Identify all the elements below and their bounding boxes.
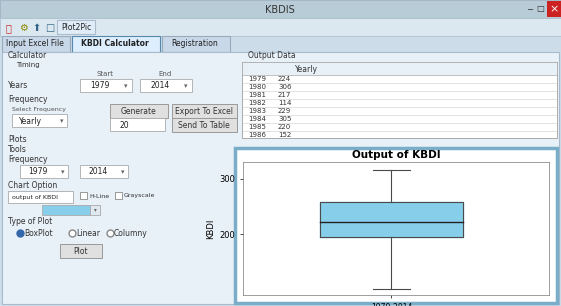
Text: 1984: 1984 <box>248 116 266 122</box>
Text: Start: Start <box>96 71 113 77</box>
Text: Plot2Pic: Plot2Pic <box>61 23 91 32</box>
Text: Grayscale: Grayscale <box>124 193 155 199</box>
Text: 1979: 1979 <box>248 76 266 82</box>
Text: ▾: ▾ <box>124 83 128 89</box>
Bar <box>80 79 132 92</box>
Text: Export To Excel: Export To Excel <box>175 106 233 115</box>
Text: Tools: Tools <box>8 145 27 155</box>
Text: 229: 229 <box>278 108 291 114</box>
Text: KBDIS: KBDIS <box>265 5 295 15</box>
Bar <box>72 36 160 52</box>
Bar <box>2 52 559 304</box>
Bar <box>140 79 192 92</box>
Text: Type of Plot: Type of Plot <box>8 218 52 226</box>
Text: 1982: 1982 <box>248 100 266 106</box>
Text: 305: 305 <box>278 116 291 122</box>
Text: Send To Table: Send To Table <box>178 121 230 129</box>
Text: Timing: Timing <box>16 62 40 68</box>
Text: ▾: ▾ <box>121 169 125 175</box>
Text: Frequency: Frequency <box>8 155 48 165</box>
Text: ×: × <box>549 4 559 14</box>
Bar <box>20 165 68 178</box>
Text: End: End <box>158 71 172 77</box>
Text: 224: 224 <box>278 76 291 82</box>
Bar <box>115 192 122 199</box>
Text: ▾: ▾ <box>61 169 65 175</box>
Text: 2014: 2014 <box>150 81 169 91</box>
Text: 1980: 1980 <box>248 84 266 90</box>
Text: Input Excel File: Input Excel File <box>6 39 64 48</box>
Text: output of KBDI: output of KBDI <box>12 195 58 200</box>
Bar <box>110 104 168 118</box>
Y-axis label: KBDI: KBDI <box>206 218 215 239</box>
Text: □: □ <box>45 23 54 33</box>
Bar <box>242 62 557 138</box>
Text: 1979: 1979 <box>90 81 110 91</box>
Text: ▾: ▾ <box>60 118 64 124</box>
Text: 20: 20 <box>120 121 130 129</box>
Text: Linear: Linear <box>76 229 100 237</box>
Text: 1986: 1986 <box>248 132 266 138</box>
Text: 1981: 1981 <box>248 92 266 98</box>
Text: ⏻: ⏻ <box>6 23 12 33</box>
Bar <box>235 148 557 303</box>
Bar <box>172 104 237 118</box>
Bar <box>8 191 73 203</box>
Text: Years: Years <box>8 81 28 91</box>
Text: Output Data: Output Data <box>248 51 296 61</box>
Bar <box>80 165 128 178</box>
Text: ⬆: ⬆ <box>32 23 40 33</box>
Text: □: □ <box>536 5 544 13</box>
Text: ⚙: ⚙ <box>19 23 27 33</box>
Text: Frequency: Frequency <box>8 95 48 105</box>
Text: 1983: 1983 <box>248 108 266 114</box>
Bar <box>80 192 87 199</box>
Text: Yearly: Yearly <box>19 117 42 125</box>
Bar <box>42 205 90 215</box>
Text: H-Line: H-Line <box>89 193 109 199</box>
Bar <box>12 114 67 127</box>
Text: ▾: ▾ <box>184 83 188 89</box>
Text: Plot: Plot <box>73 247 88 256</box>
Bar <box>90 205 100 215</box>
Text: ▾: ▾ <box>94 207 96 212</box>
Text: 220: 220 <box>278 124 291 130</box>
Text: 1979: 1979 <box>28 167 48 177</box>
Text: 306: 306 <box>278 84 292 90</box>
Text: KBDI Calculator: KBDI Calculator <box>81 39 149 48</box>
Title: Output of KBDI: Output of KBDI <box>352 150 440 160</box>
Bar <box>60 244 102 258</box>
Text: Yearly: Yearly <box>295 65 318 73</box>
Text: Calculator: Calculator <box>8 51 47 61</box>
Text: Select Frequency: Select Frequency <box>12 107 66 113</box>
Bar <box>110 118 165 131</box>
Bar <box>242 62 557 75</box>
Text: 2014: 2014 <box>89 167 108 177</box>
Bar <box>0 18 561 36</box>
Text: Plots: Plots <box>8 136 26 144</box>
Text: Columny: Columny <box>114 229 148 237</box>
Bar <box>547 1 561 17</box>
Text: Chart Option: Chart Option <box>8 181 57 191</box>
Text: 152: 152 <box>278 132 291 138</box>
Bar <box>2 36 70 52</box>
Text: 217: 217 <box>278 92 291 98</box>
Bar <box>0 0 561 18</box>
Bar <box>172 118 237 132</box>
Text: 1985: 1985 <box>248 124 266 130</box>
Bar <box>162 36 230 52</box>
Text: 114: 114 <box>278 100 291 106</box>
Text: ─: ─ <box>527 5 532 13</box>
Text: Registration: Registration <box>172 39 218 48</box>
Bar <box>57 20 95 34</box>
Text: BoxPlot: BoxPlot <box>24 229 53 237</box>
Text: Generate: Generate <box>121 106 157 115</box>
